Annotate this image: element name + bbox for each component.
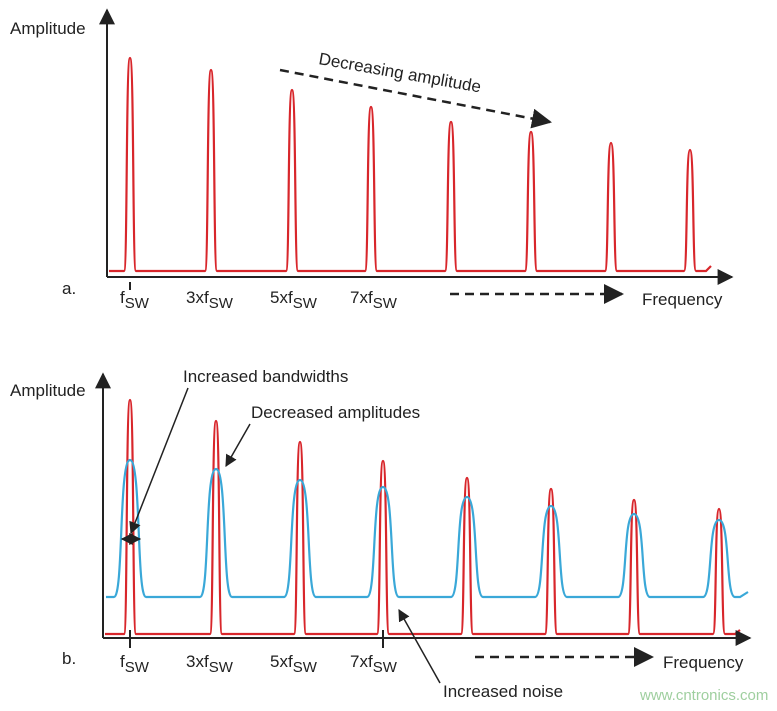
tick-label: fSW [120,288,150,312]
panel-label: b. [62,649,76,668]
tick-label: 3xfSW [186,652,234,676]
leader [225,423,251,468]
tick-label: 7xfSW [350,288,398,312]
leader [129,387,189,535]
tick-label: fSW [120,652,150,676]
red-spectrum [109,56,712,273]
tick-label: 5xfSW [270,652,318,676]
annotation: Decreased amplitudes [251,403,420,422]
x-axis-label: Frequency [642,290,723,309]
panel-b: Amplitude b. Frequency Increased bandwid… [10,367,752,701]
tick-label: 7xfSW [350,652,398,676]
dashed-arrow [279,68,552,129]
tick-label: 5xfSW [270,288,318,312]
annotation: Decreasing amplitude [317,49,482,96]
panel-label: a. [62,279,76,298]
annotation: Increased noise [443,682,563,701]
tick-label: 3xfSW [186,288,234,312]
annotation: Increased bandwidths [183,367,348,386]
panel-a: Amplitude a. Frequency Decreasing amplit… [10,8,734,312]
watermark: www.cntronics.com [639,687,768,704]
leader [398,608,441,684]
blue-spectrum [106,458,749,599]
red-spectrum [105,398,741,636]
x-axis-label: Frequency [663,653,744,672]
y-axis-label: Amplitude [10,381,86,400]
y-axis-label: Amplitude [10,19,86,38]
